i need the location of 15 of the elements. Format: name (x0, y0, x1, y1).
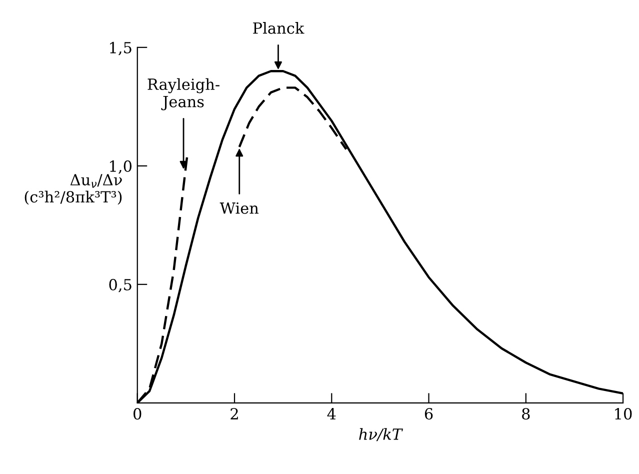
y-tick-label: 0,5 (109, 278, 132, 292)
annotation: Wien (220, 202, 259, 214)
x-tick-label: 4 (327, 408, 336, 420)
x-tick-label: 0 (134, 408, 142, 420)
x-tick-label: 6 (424, 408, 433, 420)
x-axis-title: hν/kT (359, 428, 403, 442)
line-series (238, 86, 348, 150)
y-tick-label: 1,5 (110, 42, 132, 56)
x-tick-label: 2 (230, 408, 238, 420)
y-tick-label: 1,0 (110, 160, 132, 174)
x-tick-label: 10 (615, 408, 632, 420)
y-axis-title: Δu$_{ν}$/Δν (c³h²/8πk³T³) (24, 174, 122, 205)
annotation: Rayleigh- Jeans (148, 78, 220, 110)
annotation: Planck (253, 22, 304, 34)
x-tick-label: 8 (522, 408, 530, 420)
